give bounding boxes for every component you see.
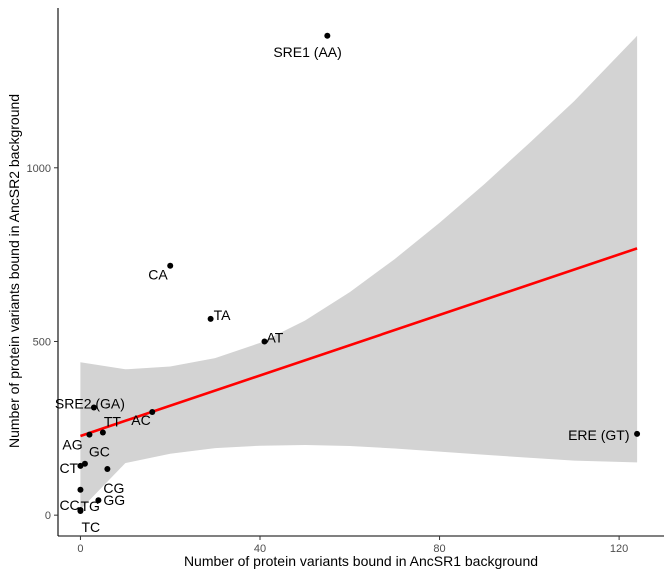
data-point — [77, 486, 84, 493]
confidence-band — [80, 35, 638, 510]
y-axis-title: Number of protein variants bound in AncS… — [6, 94, 22, 448]
x-tick-label: 120 — [610, 543, 628, 555]
point-label: TC — [81, 519, 100, 535]
point-label: SRE1 (AA) — [273, 44, 341, 60]
data-point — [99, 429, 106, 436]
y-tick-label: 0 — [45, 510, 51, 522]
y-tick-label: 500 — [33, 336, 51, 348]
data-point — [324, 32, 331, 39]
data-point — [261, 338, 268, 345]
point-label: AC — [131, 412, 150, 428]
data-point — [207, 315, 214, 322]
point-label: CG — [103, 480, 124, 496]
points-layer — [77, 32, 641, 514]
data-point — [90, 404, 97, 411]
point-label: CC — [59, 497, 79, 513]
point-label: CA — [148, 267, 168, 283]
data-point — [77, 462, 84, 469]
data-point — [86, 431, 93, 438]
confidence-band-layer — [80, 35, 638, 510]
data-point — [95, 497, 102, 504]
data-point — [167, 262, 174, 269]
x-tick-label: 80 — [433, 543, 445, 555]
data-point — [81, 460, 88, 467]
x-tick-label: 0 — [77, 543, 83, 555]
data-point — [634, 430, 641, 437]
data-point — [149, 408, 156, 415]
data-point — [104, 465, 111, 472]
point-label: CT — [59, 460, 78, 476]
fit-line-layer — [80, 247, 638, 438]
point-label: TG — [80, 498, 99, 514]
axes-layer — [57, 8, 664, 537]
point-label: AT — [266, 329, 283, 345]
point-label: AG — [62, 437, 82, 453]
point-label: TA — [214, 307, 232, 323]
x-axis-title: Number of protein variants bound in AncS… — [184, 553, 538, 569]
y-tick-label: 1000 — [27, 163, 51, 175]
fit-line — [80, 247, 638, 438]
point-labels-layer: SRE1 (AA) CA TA AT SRE2 (GA) AC TT AG ERE (GT) GC… — [55, 44, 630, 535]
point-label: ERE (GT) — [568, 427, 629, 443]
point-label: GC — [89, 444, 110, 460]
x-tick-label: 40 — [254, 543, 266, 555]
point-label: GG — [103, 492, 125, 508]
point-label: SRE2 (GA) — [55, 395, 125, 411]
data-point — [77, 507, 84, 514]
ticks-layer: 0 40 80 120 0 500 1000 — [27, 163, 629, 555]
point-label: TT — [104, 413, 122, 429]
